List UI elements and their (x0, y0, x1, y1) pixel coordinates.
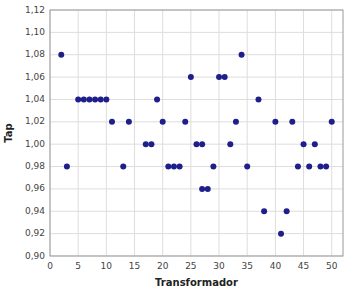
y-tick-label: 1,04 (25, 94, 45, 104)
point (261, 208, 267, 214)
y-grid-line (50, 54, 343, 55)
x-tick-label: 35 (241, 261, 252, 271)
y-tick-label: 1,10 (25, 27, 45, 37)
point (244, 164, 250, 170)
point (171, 164, 177, 170)
point (239, 52, 245, 58)
x-grid-line (331, 10, 332, 256)
y-grid-line (50, 77, 343, 78)
point (194, 141, 200, 147)
y-grid-line (50, 233, 343, 234)
point (75, 96, 81, 102)
point (92, 96, 98, 102)
point (222, 74, 228, 80)
point (148, 141, 154, 147)
point (210, 164, 216, 170)
x-tick-label: 10 (101, 261, 113, 271)
x-tick-label: 5 (75, 261, 81, 271)
y-tick-label: 0,98 (25, 161, 45, 171)
point (188, 74, 194, 80)
x-tick-label: 30 (213, 261, 225, 271)
point (233, 119, 239, 125)
point (143, 141, 149, 147)
point (301, 141, 307, 147)
x-tick-label: 0 (47, 261, 53, 271)
y-tick-label: 0,90 (25, 251, 45, 261)
x-tick-label: 20 (157, 261, 169, 271)
point (120, 164, 126, 170)
y-tick-label: 0,94 (25, 206, 45, 216)
grid (50, 10, 343, 256)
x-tick-label: 45 (298, 261, 309, 271)
y-grid-line (50, 188, 343, 189)
x-axis-label: Transformador (155, 277, 238, 288)
point (205, 186, 211, 192)
x-grid-line (106, 10, 107, 256)
point (227, 141, 233, 147)
x-tick-label: 15 (129, 261, 140, 271)
x-grid-line (247, 10, 248, 256)
y-grid-line (50, 121, 343, 122)
x-grid-line (134, 10, 135, 256)
y-grid-line (50, 211, 343, 212)
points (58, 52, 334, 237)
point (284, 208, 290, 214)
point (177, 164, 183, 170)
x-tick-label: 40 (270, 261, 282, 271)
point (160, 119, 166, 125)
y-tick-label: 1,02 (25, 116, 45, 126)
point (199, 141, 205, 147)
x-grid-line (219, 10, 220, 256)
x-grid-line (162, 10, 163, 256)
point (81, 96, 87, 102)
point (312, 141, 318, 147)
point (295, 164, 301, 170)
plot-frame (50, 10, 343, 256)
y-tick-label: 1,12 (25, 5, 45, 15)
point (323, 164, 329, 170)
point (278, 231, 284, 237)
point (154, 96, 160, 102)
y-grid-line (50, 32, 343, 33)
point (199, 186, 205, 192)
point (306, 164, 312, 170)
y-axis-label: Tap (3, 123, 14, 142)
y-tick-label: 0,92 (25, 228, 45, 238)
x-grid-line (303, 10, 304, 256)
point (165, 164, 171, 170)
point (329, 119, 335, 125)
point (255, 96, 261, 102)
axes: 0,90 0,92 0,94 0,96 0,98 1,00 1,02 1,04 1,06 1,08… (3, 5, 343, 289)
point (98, 96, 104, 102)
point (64, 164, 70, 170)
point (103, 96, 109, 102)
point (272, 119, 278, 125)
x-grid-line (190, 10, 191, 256)
point (126, 119, 132, 125)
point (289, 119, 295, 125)
x-tick-label: 50 (326, 261, 338, 271)
y-tick-label: 0,96 (25, 183, 45, 193)
y-tick-label: 1,06 (25, 72, 45, 82)
x-grid-line (275, 10, 276, 256)
y-tick-label: 1,00 (25, 139, 45, 149)
chart: 0,90 0,92 0,94 0,96 0,98 1,00 1,02 1,04 1,06 1,08… (0, 0, 353, 294)
x-tick-label: 25 (185, 261, 196, 271)
x-grid-line (78, 10, 79, 256)
point (216, 74, 222, 80)
y-tick-label: 1,08 (25, 49, 45, 59)
point (182, 119, 188, 125)
point (58, 52, 64, 58)
point (109, 119, 115, 125)
point (86, 96, 92, 102)
point (317, 164, 323, 170)
